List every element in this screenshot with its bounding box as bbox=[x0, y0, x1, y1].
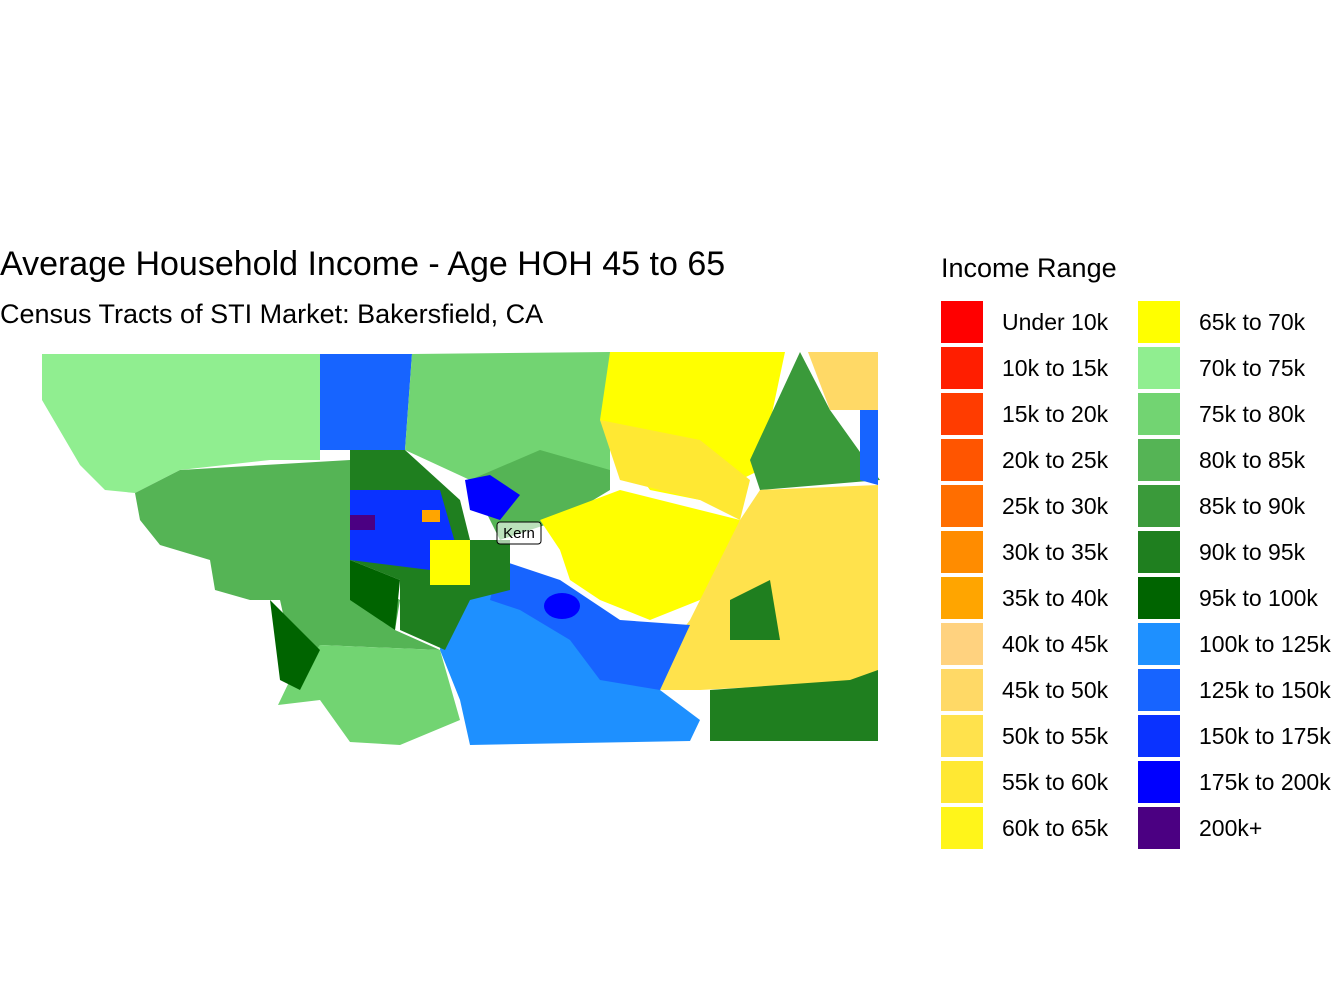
legend-label: 35k to 40k bbox=[1002, 585, 1109, 611]
legend: Under 10k 10k to 15k 15k to 20k 20k to 25k 2… bbox=[941, 301, 1331, 849]
legend-swatch bbox=[941, 715, 983, 757]
tract-region bbox=[430, 540, 470, 585]
legend-label: 90k to 95k bbox=[1199, 539, 1306, 565]
tract-region bbox=[750, 352, 880, 490]
legend-label: 80k to 85k bbox=[1199, 447, 1306, 473]
legend-label: 75k to 80k bbox=[1199, 401, 1306, 427]
legend-label: 65k to 70k bbox=[1199, 309, 1306, 335]
legend-label: 55k to 60k bbox=[1002, 769, 1109, 795]
tract-region bbox=[42, 354, 320, 493]
legend-swatch bbox=[941, 761, 983, 803]
legend-swatch bbox=[1138, 347, 1180, 389]
tract-region bbox=[808, 352, 878, 410]
tract-region bbox=[320, 354, 412, 450]
tract-region bbox=[350, 515, 375, 530]
legend-label: 200k+ bbox=[1199, 815, 1262, 841]
tract-region bbox=[600, 420, 750, 520]
legend-swatch bbox=[941, 577, 983, 619]
legend-swatch bbox=[1138, 715, 1180, 757]
tract-region bbox=[860, 410, 878, 485]
legend-swatch bbox=[1138, 761, 1180, 803]
legend-label: 25k to 30k bbox=[1002, 493, 1109, 519]
legend-label: 50k to 55k bbox=[1002, 723, 1109, 749]
legend-label: 15k to 20k bbox=[1002, 401, 1109, 427]
legend-swatch bbox=[941, 623, 983, 665]
legend-label: 20k to 25k bbox=[1002, 447, 1109, 473]
legend-swatch bbox=[941, 531, 983, 573]
legend-swatch bbox=[1138, 623, 1180, 665]
legend-label: 125k to 150k bbox=[1199, 677, 1331, 703]
legend-swatch bbox=[941, 807, 983, 849]
legend-label: 30k to 35k bbox=[1002, 539, 1109, 565]
tract-region bbox=[490, 560, 690, 690]
legend-swatch bbox=[1138, 485, 1180, 527]
legend-label: 60k to 65k bbox=[1002, 815, 1109, 841]
legend-swatch bbox=[1138, 301, 1180, 343]
map-subtitle: Census Tracts of STI Market: Bakersfield… bbox=[0, 299, 543, 329]
label-box bbox=[496, 521, 542, 545]
legend-label: Under 10k bbox=[1002, 309, 1109, 335]
map-title: Average Household Income - Age HOH 45 to… bbox=[0, 245, 725, 283]
tract-region bbox=[270, 600, 320, 690]
legend-swatch bbox=[941, 347, 983, 389]
legend-swatch bbox=[1138, 393, 1180, 435]
tract-region bbox=[540, 490, 740, 620]
tract-region bbox=[440, 580, 700, 745]
legend-title: Income Range bbox=[941, 253, 1117, 283]
legend-swatch bbox=[941, 485, 983, 527]
legend-label: 40k to 45k bbox=[1002, 631, 1109, 657]
tract-region bbox=[135, 460, 440, 690]
legend-swatch bbox=[1138, 531, 1180, 573]
legend-label: 95k to 100k bbox=[1199, 585, 1318, 611]
tract-region bbox=[544, 593, 580, 619]
legend-swatch bbox=[941, 393, 983, 435]
county-map: Kern bbox=[42, 352, 880, 745]
legend-swatch bbox=[941, 439, 983, 481]
legend-swatch bbox=[1138, 439, 1180, 481]
tract-region bbox=[465, 475, 520, 520]
legend-swatch bbox=[941, 669, 983, 711]
legend-label: 10k to 15k bbox=[1002, 355, 1109, 381]
legend-swatch bbox=[1138, 577, 1180, 619]
legend-swatch bbox=[1138, 669, 1180, 711]
place-label: Kern bbox=[503, 525, 535, 542]
legend-swatch bbox=[1138, 807, 1180, 849]
legend-label: 150k to 175k bbox=[1199, 723, 1331, 749]
tract-region bbox=[350, 560, 400, 630]
legend-label: 175k to 200k bbox=[1199, 769, 1331, 795]
tract-region bbox=[422, 510, 440, 522]
legend-label: 45k to 50k bbox=[1002, 677, 1109, 703]
tract-region bbox=[470, 450, 610, 540]
legend-label: 100k to 125k bbox=[1199, 631, 1331, 657]
legend-swatch bbox=[941, 301, 983, 343]
tract-region bbox=[710, 670, 878, 741]
legend-label: 85k to 90k bbox=[1199, 493, 1306, 519]
legend-label: 70k to 75k bbox=[1199, 355, 1306, 381]
tract-region bbox=[730, 580, 780, 640]
tract-region bbox=[278, 645, 460, 745]
